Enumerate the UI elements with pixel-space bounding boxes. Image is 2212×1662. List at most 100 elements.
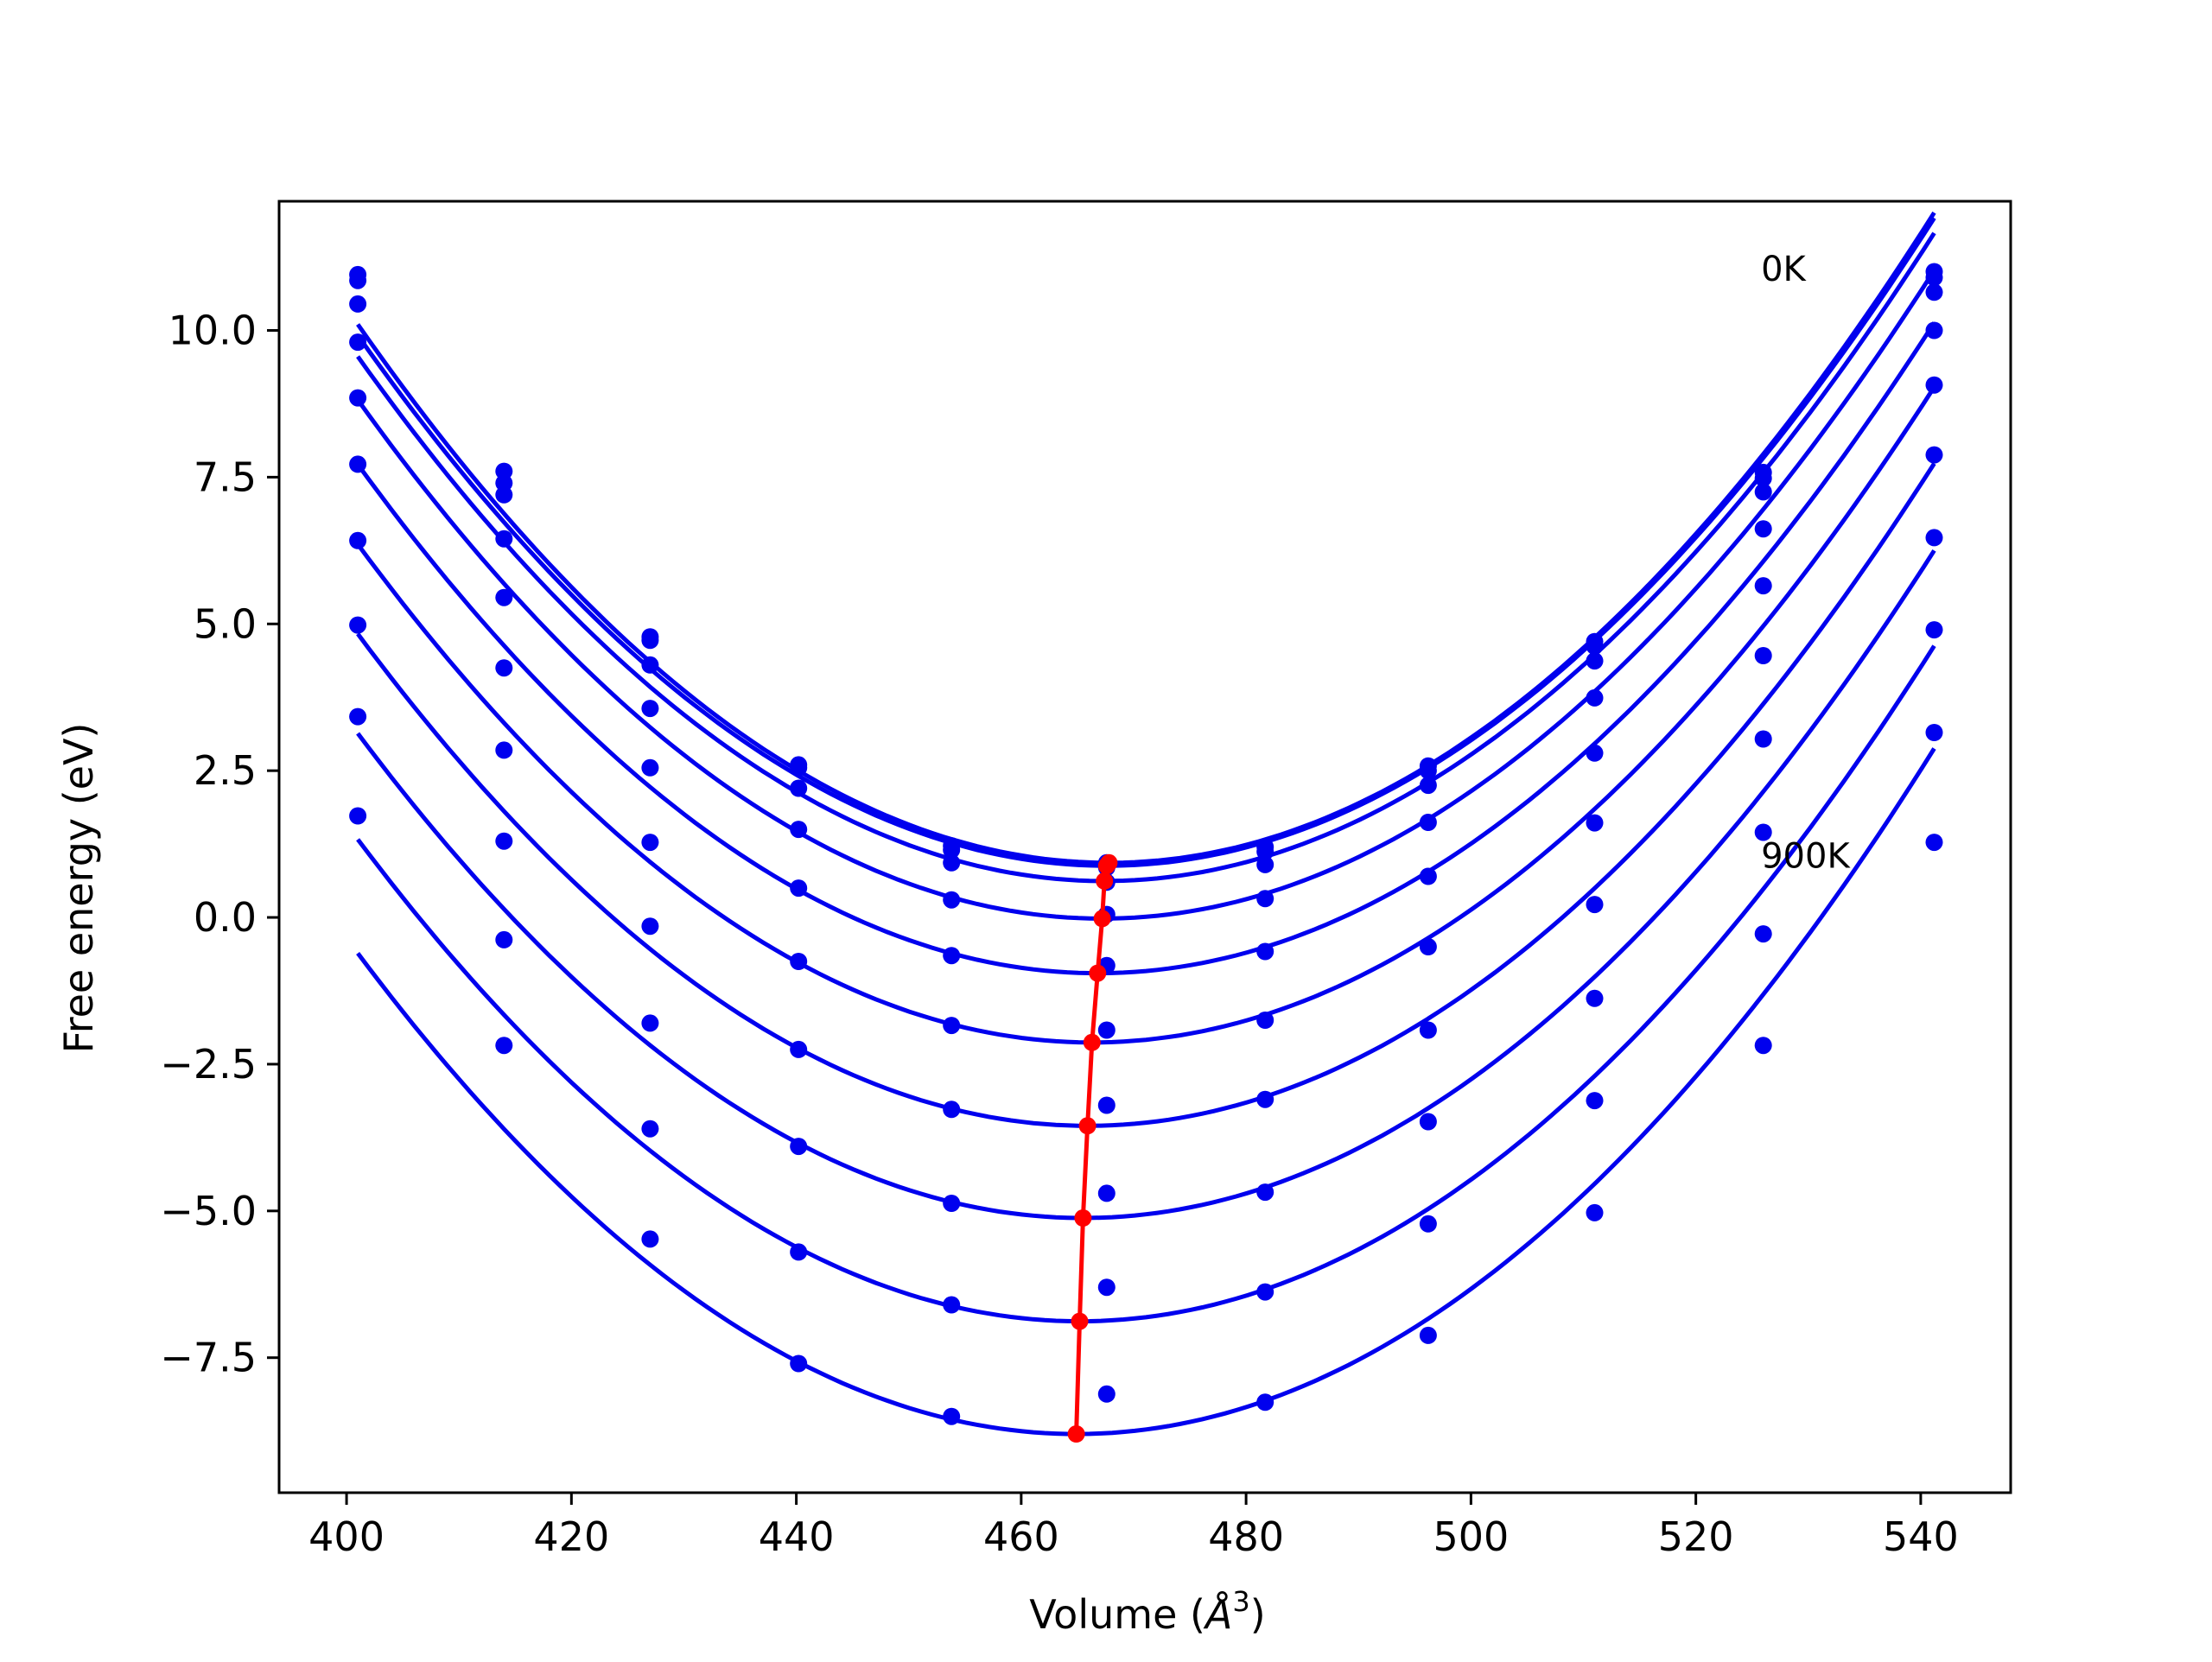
y-axis-ticks: 10.0 7.5 5.0 2.5 0.0 −2.5 −5.0 −7.5 [160,308,279,1381]
data-point-s8-11 [1925,621,1943,639]
y-tick-label-7: −7.5 [160,1335,257,1381]
y-axis-label: Free energy (eV) [55,723,102,1054]
fit-curve-7 [356,462,1936,1128]
annotations-layer: 0K 900K [1761,250,1851,877]
data-point-s4-9 [1586,688,1604,707]
minimum-point-10 [1067,1425,1085,1443]
data-point-s10-2 [495,1037,513,1055]
x-tick-label-520: 520 [1658,1513,1734,1560]
minimum-point-9 [1071,1312,1089,1330]
data-point-s10-6 [1097,1385,1116,1403]
data-point-s9-5 [943,1296,961,1314]
y-tick-label-6: −5.0 [160,1188,257,1234]
x-tick-label-440: 440 [759,1513,835,1560]
data-point-s3-3 [641,656,659,674]
data-point-s2-5 [943,841,961,859]
x-tick-label-540: 540 [1883,1513,1959,1560]
data-point-s7-6 [1097,1096,1116,1114]
data-point-s4-10 [1754,520,1772,538]
data-point-s10-9 [1586,1203,1604,1221]
data-point-s9-7 [1256,1283,1274,1301]
data-point-s6-7 [1256,1012,1274,1029]
data-point-s10-11 [1925,834,1943,852]
data-point-s2-8 [1419,762,1437,780]
data-point-s3-9 [1586,652,1604,670]
minima-line [1074,861,1111,1435]
fit-curve-9 [356,644,1936,1324]
data-point-s6-11 [1925,446,1943,464]
data-point-s8-7 [1256,1183,1274,1202]
data-point-s4-8 [1419,814,1437,831]
data-point-s7-1 [349,531,367,549]
x-tick-label-400: 400 [308,1513,385,1560]
minimum-point-4 [1093,910,1111,928]
fit-curve-10 [356,747,1936,1437]
data-point-s10-8 [1419,1326,1437,1344]
data-point-s7-7 [1256,1090,1274,1108]
x-tick-label-500: 500 [1433,1513,1509,1560]
fit-curve-3 [356,232,1936,884]
data-point-s2-11 [1925,269,1943,287]
data-point-s7-9 [1586,896,1604,914]
data-point-s7-5 [943,1101,961,1119]
data-point-s9-4 [790,1243,808,1261]
data-point-s9-2 [495,930,513,948]
data-point-s4-7 [1256,890,1274,908]
y-tick-label-5: −2.5 [160,1041,257,1088]
data-point-s10-3 [641,1230,659,1248]
data-points-layer [349,263,1943,1425]
data-point-s3-8 [1419,777,1437,795]
data-point-s3-2 [495,485,513,504]
data-point-s5-4 [790,879,808,898]
data-point-s5-7 [1256,942,1274,961]
data-point-s4-3 [641,700,659,718]
fit-curve-8 [356,549,1936,1221]
data-point-s10-4 [790,1354,808,1373]
data-point-s8-9 [1586,989,1604,1007]
data-point-s5-8 [1419,867,1437,885]
data-point-s8-10 [1754,823,1772,841]
data-point-s2-4 [790,758,808,777]
data-point-s10-7 [1256,1393,1274,1411]
y-tick-label-4: 0.0 [194,894,257,941]
data-point-s5-9 [1586,744,1604,762]
data-point-s3-7 [1256,855,1274,873]
data-point-s3-11 [1925,283,1943,301]
data-point-s2-1 [349,271,367,289]
data-point-s6-3 [641,834,659,852]
data-point-s8-3 [641,1014,659,1032]
data-point-s3-10 [1754,483,1772,501]
data-point-s8-4 [790,1138,808,1156]
data-point-s6-9 [1586,814,1604,832]
data-point-s10-5 [943,1407,961,1425]
data-point-s9-9 [1586,1092,1604,1110]
fit-curve-6 [356,385,1936,1045]
data-point-s8-2 [495,832,513,850]
minima-line-layer [1067,853,1118,1443]
fit-curve-5 [356,321,1936,976]
data-point-s4-11 [1925,321,1943,339]
data-point-s6-8 [1419,938,1437,955]
data-point-s5-10 [1754,577,1772,595]
data-point-s10-10 [1754,1037,1772,1055]
data-point-s5-2 [495,588,513,606]
data-point-s3-4 [790,779,808,797]
x-tick-label-480: 480 [1208,1513,1284,1560]
data-point-s7-11 [1925,529,1943,547]
y-tick-label-1: 7.5 [194,454,257,500]
data-point-s2-9 [1586,638,1604,656]
data-point-s6-2 [495,659,513,677]
minimum-point-7 [1078,1117,1096,1135]
data-point-s7-10 [1754,730,1772,748]
data-point-s8-8 [1419,1113,1437,1131]
data-point-s9-1 [349,707,367,726]
y-tick-label-0: 10.0 [168,308,257,354]
y-tick-label-2: 5.0 [194,600,257,647]
data-point-s6-10 [1754,647,1772,664]
x-axis-ticks: 400 420 440 460 480 500 520 540 [308,1493,1959,1560]
data-point-s4-1 [349,333,367,352]
fit-curves-layer [356,211,1936,1437]
data-point-s9-10 [1754,925,1772,943]
